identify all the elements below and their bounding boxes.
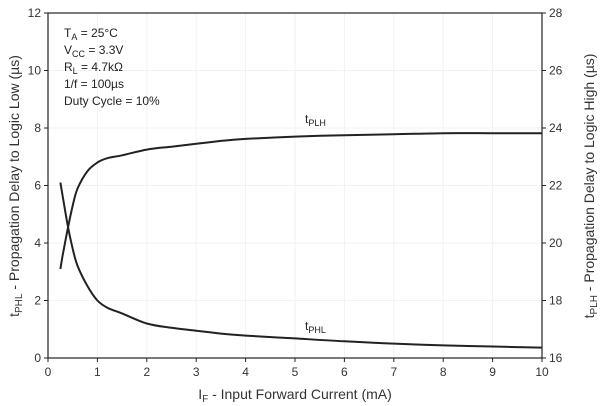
series-layer xyxy=(59,132,543,349)
series-line-tplh xyxy=(59,132,542,270)
y-axis-left-label: tPHL - Propagation Delay to Logic Low (µ… xyxy=(6,55,25,317)
y-right-tick-label: 18 xyxy=(549,294,563,308)
x-tick-label: 4 xyxy=(242,365,249,379)
y-left-tick-label: 8 xyxy=(34,121,41,135)
condition-line: Duty Cycle = 10% xyxy=(64,94,160,108)
x-tick-label: 3 xyxy=(193,365,200,379)
y-axis-right-label: tPLH - Propagation Delay to Logic High (… xyxy=(581,54,600,319)
condition-line: TA = 25°C xyxy=(64,26,118,42)
grid-layer xyxy=(48,13,542,358)
y-left-tick-label: 2 xyxy=(34,294,41,308)
y-right-tick-label: 16 xyxy=(549,351,563,365)
x-tick-label: 9 xyxy=(489,365,496,379)
series-label-tphl: tPHL xyxy=(305,319,326,335)
y-right-tick-label: 26 xyxy=(549,64,563,78)
y-left-tick-label: 12 xyxy=(28,6,42,20)
y-right-tick-label: 20 xyxy=(549,236,563,250)
x-axis-label: IF - Input Forward Current (mA) xyxy=(198,386,392,405)
x-tick-label: 8 xyxy=(440,365,447,379)
condition-line: 1/f = 100µs xyxy=(64,77,124,91)
y-left-tick-label: 10 xyxy=(28,64,42,78)
x-tick-label: 0 xyxy=(45,365,52,379)
y-right-tick-label: 28 xyxy=(549,6,563,20)
y-right-tick-label: 24 xyxy=(549,121,563,135)
y-right-tick-label: 22 xyxy=(549,179,563,193)
condition-line: RL = 4.7kΩ xyxy=(64,60,123,76)
x-tick-label: 6 xyxy=(341,365,348,379)
x-tick-label: 2 xyxy=(143,365,150,379)
x-tick-label: 10 xyxy=(535,365,549,379)
x-tick-label: 1 xyxy=(94,365,101,379)
series-label-tplh: tPLH xyxy=(305,112,326,128)
y-left-tick-label: 6 xyxy=(34,179,41,193)
x-tick-label: 5 xyxy=(292,365,299,379)
y-left-tick-label: 4 xyxy=(34,236,41,250)
x-tick-label: 7 xyxy=(390,365,397,379)
y-left-tick-label: 0 xyxy=(34,351,41,365)
series-line-tphl xyxy=(59,182,543,349)
condition-line: VCC = 3.3V xyxy=(64,43,123,59)
